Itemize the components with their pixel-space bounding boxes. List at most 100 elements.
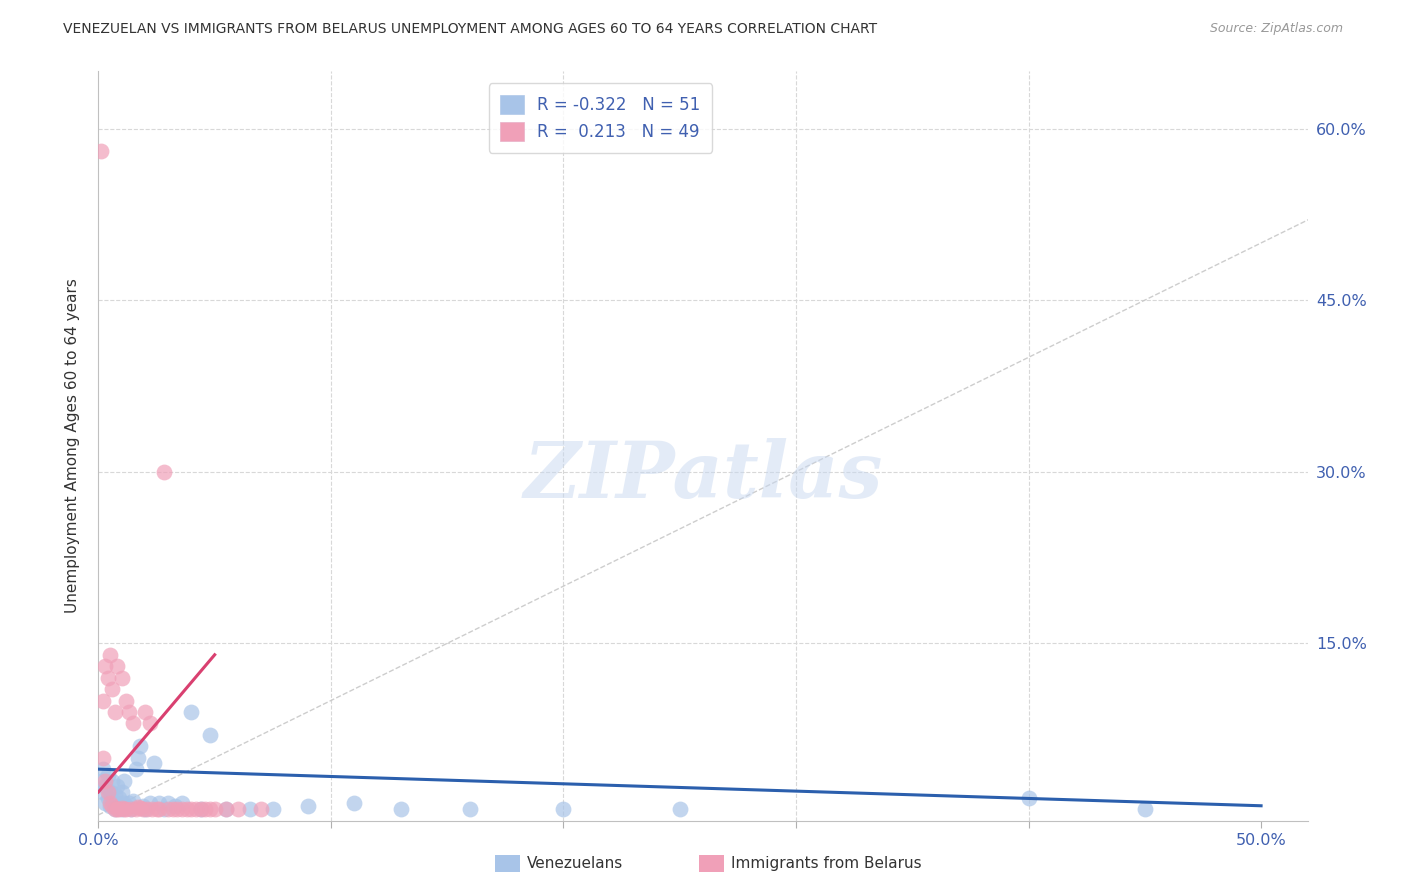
Point xyxy=(108,790,131,805)
Point xyxy=(124,762,146,776)
Point xyxy=(343,797,366,811)
Point xyxy=(104,705,127,719)
Point xyxy=(98,797,121,811)
Point xyxy=(215,802,238,816)
Point xyxy=(172,802,194,816)
Point xyxy=(1133,802,1156,816)
Point xyxy=(101,773,124,788)
Point xyxy=(111,802,134,816)
Point xyxy=(104,802,127,816)
Point xyxy=(118,705,141,719)
Point xyxy=(176,802,198,816)
Point xyxy=(91,693,114,707)
Point xyxy=(108,798,131,813)
Point xyxy=(141,802,163,816)
Point xyxy=(131,802,153,816)
Point xyxy=(157,797,180,811)
Point xyxy=(122,716,145,731)
Point xyxy=(250,802,273,816)
Point xyxy=(98,648,121,662)
Point xyxy=(90,145,112,159)
Point xyxy=(105,659,128,673)
Point xyxy=(122,794,145,808)
Point xyxy=(668,802,690,816)
Point xyxy=(152,802,174,816)
Point xyxy=(101,682,124,697)
Point xyxy=(138,716,160,731)
Point xyxy=(143,756,166,771)
Point xyxy=(108,802,131,816)
Point xyxy=(94,797,117,811)
Point xyxy=(166,802,188,816)
Point xyxy=(118,797,141,811)
Point xyxy=(98,785,121,799)
Point xyxy=(104,788,127,802)
Point xyxy=(204,802,226,816)
Point xyxy=(120,802,142,816)
Point xyxy=(157,802,180,816)
Text: Source: ZipAtlas.com: Source: ZipAtlas.com xyxy=(1209,22,1343,36)
Point xyxy=(105,802,128,816)
Point xyxy=(148,802,170,816)
Point xyxy=(97,785,120,799)
Point xyxy=(460,802,482,816)
Point xyxy=(91,785,114,799)
Point xyxy=(127,800,149,814)
Point xyxy=(98,798,121,813)
Legend: R = -0.322   N = 51, R =  0.213   N = 49: R = -0.322 N = 51, R = 0.213 N = 49 xyxy=(489,84,711,153)
Point xyxy=(97,790,120,805)
Point xyxy=(172,797,194,811)
Point xyxy=(115,693,138,707)
Point xyxy=(190,802,212,816)
Point xyxy=(145,802,167,816)
Point xyxy=(129,801,152,815)
Point xyxy=(129,739,152,754)
Point xyxy=(297,798,319,813)
Text: Venezuelans: Venezuelans xyxy=(527,856,623,871)
Point xyxy=(180,705,202,719)
Point xyxy=(134,705,156,719)
Point xyxy=(198,728,221,742)
Point xyxy=(262,802,284,816)
Point xyxy=(194,802,217,816)
Point xyxy=(134,802,156,816)
Point xyxy=(112,773,135,788)
Point xyxy=(190,802,212,816)
Point xyxy=(226,802,249,816)
Point xyxy=(91,762,114,776)
Point xyxy=(162,802,184,816)
Text: ZIPatlas: ZIPatlas xyxy=(523,438,883,514)
Text: Immigrants from Belarus: Immigrants from Belarus xyxy=(731,856,922,871)
Point xyxy=(180,802,202,816)
Point xyxy=(184,802,207,816)
Point xyxy=(124,802,146,816)
Point xyxy=(389,802,412,816)
Point xyxy=(111,785,134,799)
Point xyxy=(91,750,114,764)
Point xyxy=(138,797,160,811)
Point xyxy=(120,802,142,816)
Point xyxy=(136,802,159,816)
Y-axis label: Unemployment Among Ages 60 to 64 years: Unemployment Among Ages 60 to 64 years xyxy=(65,278,80,614)
Text: VENEZUELAN VS IMMIGRANTS FROM BELARUS UNEMPLOYMENT AMONG AGES 60 TO 64 YEARS COR: VENEZUELAN VS IMMIGRANTS FROM BELARUS UN… xyxy=(63,22,877,37)
Point xyxy=(111,671,134,685)
Point xyxy=(112,802,135,816)
Point xyxy=(115,798,138,813)
Point xyxy=(127,750,149,764)
Point xyxy=(97,671,120,685)
Point xyxy=(553,802,575,816)
Point xyxy=(111,801,134,815)
Point xyxy=(152,465,174,479)
Point xyxy=(97,768,120,782)
Point xyxy=(94,780,117,794)
Point xyxy=(105,797,128,811)
Point xyxy=(115,802,138,816)
Point xyxy=(104,802,127,816)
Point xyxy=(101,798,124,813)
Point xyxy=(94,659,117,673)
Point xyxy=(1018,790,1040,805)
Point xyxy=(90,773,112,788)
Point xyxy=(165,798,187,813)
Point xyxy=(148,797,170,811)
Point xyxy=(239,802,262,816)
